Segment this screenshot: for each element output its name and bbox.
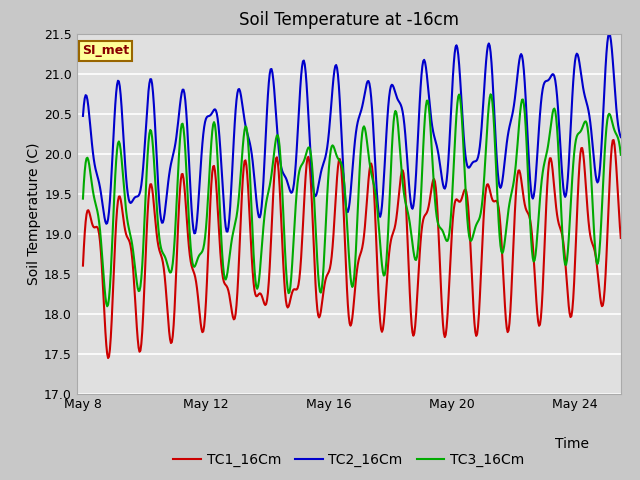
TC2_16Cm — [79, 113, 87, 119]
TC1_16Cm — [218, 269, 226, 275]
Text: SI_met: SI_met — [82, 44, 129, 58]
Y-axis label: Soil Temperature (C): Soil Temperature (C) — [28, 143, 42, 285]
TC3_16Cm — [397, 158, 404, 164]
TC3_16Cm — [79, 196, 87, 202]
TC3_16Cm — [485, 103, 493, 108]
TC1_16Cm — [610, 137, 618, 143]
TC1_16Cm — [79, 263, 87, 268]
TC1_16Cm — [323, 272, 331, 278]
Legend: TC1_16Cm, TC2_16Cm, TC3_16Cm: TC1_16Cm, TC2_16Cm, TC3_16Cm — [168, 447, 530, 473]
TC1_16Cm — [617, 235, 625, 241]
TC3_16Cm — [439, 229, 447, 235]
TC3_16Cm — [323, 193, 331, 199]
Line: TC3_16Cm: TC3_16Cm — [83, 94, 621, 306]
TC1_16Cm — [175, 203, 183, 209]
TC3_16Cm — [175, 151, 183, 157]
TC2_16Cm — [605, 31, 613, 36]
TC2_16Cm — [174, 120, 182, 125]
TC2_16Cm — [191, 230, 198, 236]
TC2_16Cm — [323, 144, 331, 150]
Line: TC1_16Cm: TC1_16Cm — [83, 140, 621, 358]
TC2_16Cm — [439, 181, 447, 187]
TC1_16Cm — [397, 174, 404, 180]
TC3_16Cm — [617, 152, 625, 158]
Title: Soil Temperature at -16cm: Soil Temperature at -16cm — [239, 11, 459, 29]
TC1_16Cm — [485, 183, 493, 189]
TC1_16Cm — [104, 355, 112, 361]
TC2_16Cm — [397, 102, 404, 108]
TC2_16Cm — [617, 134, 625, 140]
TC3_16Cm — [218, 250, 226, 256]
TC1_16Cm — [439, 322, 447, 327]
Line: TC2_16Cm: TC2_16Cm — [83, 34, 621, 233]
TC3_16Cm — [487, 91, 495, 97]
Text: Time: Time — [555, 437, 589, 451]
TC2_16Cm — [218, 176, 226, 181]
TC2_16Cm — [485, 41, 493, 47]
TC3_16Cm — [103, 303, 111, 309]
